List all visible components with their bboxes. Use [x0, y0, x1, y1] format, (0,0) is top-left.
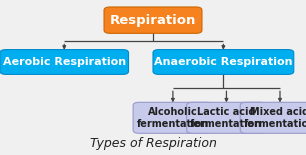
FancyBboxPatch shape: [187, 102, 266, 133]
Text: Respiration: Respiration: [110, 14, 196, 27]
FancyBboxPatch shape: [133, 102, 213, 133]
Text: Alcoholic
fermentation: Alcoholic fermentation: [137, 107, 209, 129]
Text: Anaerobic Respiration: Anaerobic Respiration: [154, 57, 293, 67]
Text: Types of Respiration: Types of Respiration: [90, 137, 216, 150]
FancyBboxPatch shape: [104, 7, 202, 33]
Text: Mixed acid
fermentation: Mixed acid fermentation: [244, 107, 306, 129]
FancyBboxPatch shape: [240, 102, 306, 133]
FancyBboxPatch shape: [153, 50, 294, 74]
FancyBboxPatch shape: [0, 50, 129, 74]
Text: Lactic acid
fermentation: Lactic acid fermentation: [190, 107, 263, 129]
Text: Aerobic Respiration: Aerobic Respiration: [3, 57, 126, 67]
